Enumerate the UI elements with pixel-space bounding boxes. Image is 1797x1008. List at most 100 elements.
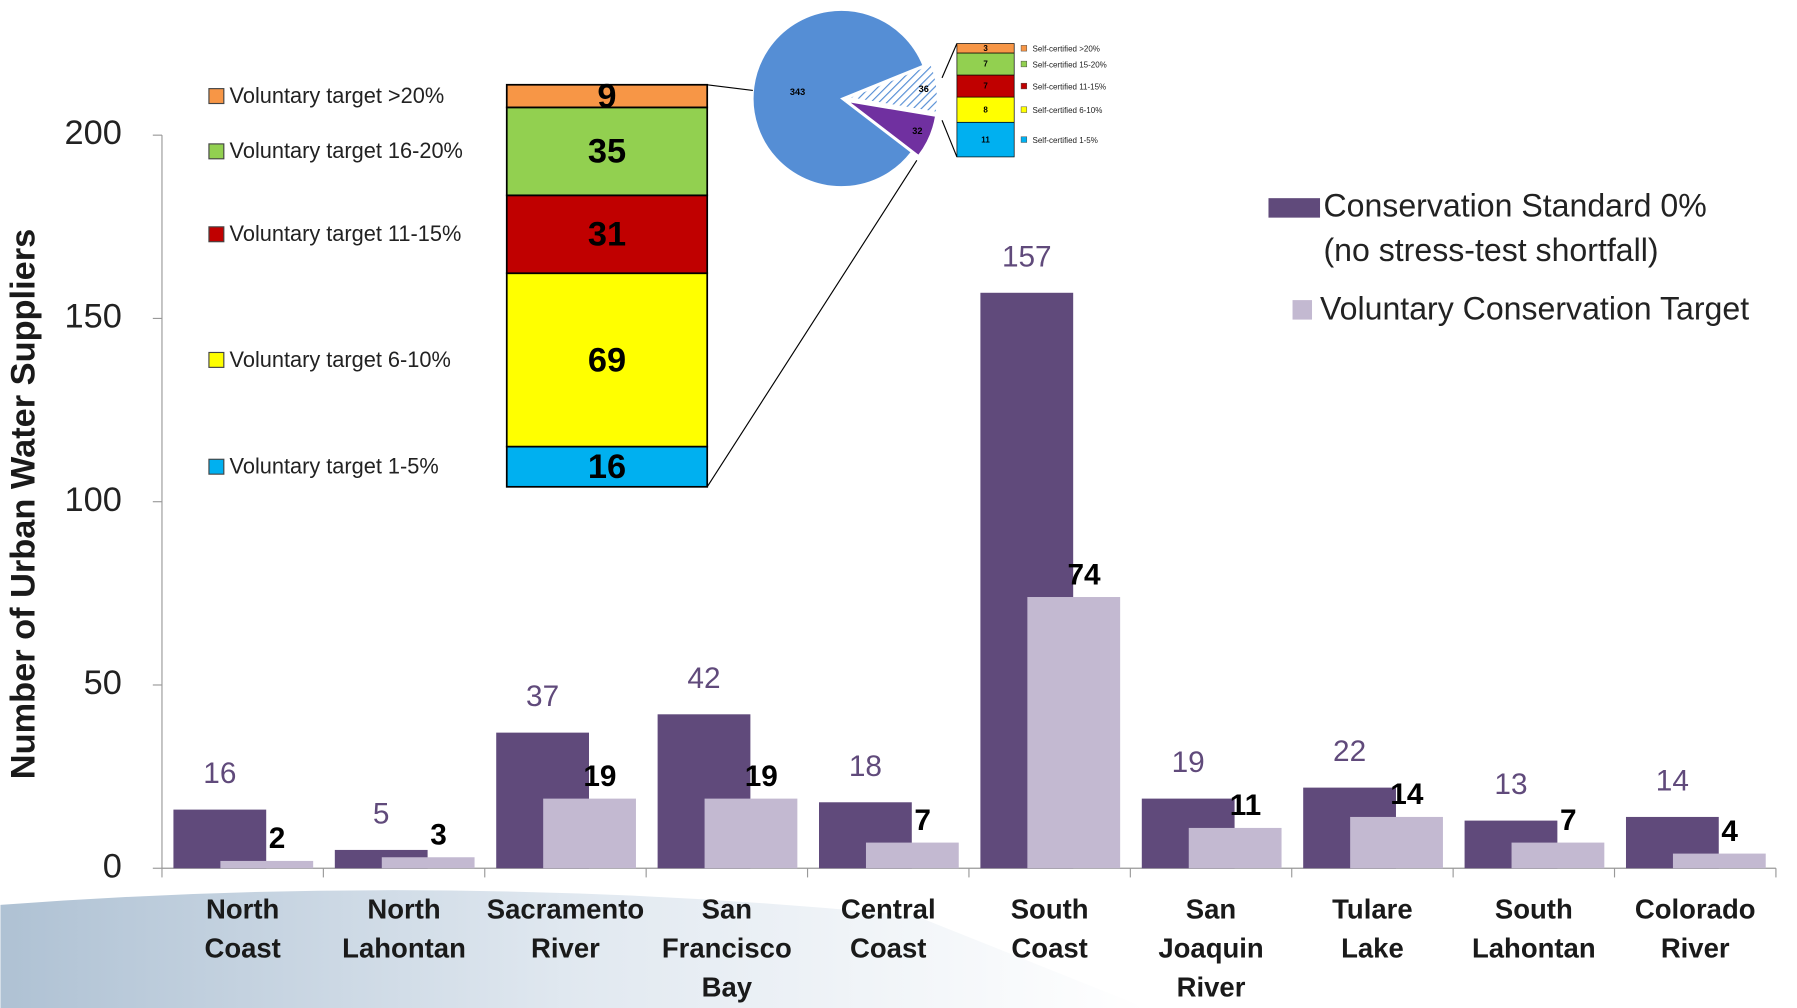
bar-segment: [505, 106, 709, 197]
x-tick-label-box: Colorado River: [1635, 895, 1756, 965]
value-label: 16: [588, 448, 626, 486]
pie-slice: [848, 101, 937, 157]
x-tick-label-box: South Lahontan: [1471, 894, 1596, 965]
x-tick-label: North Lahontan: [342, 894, 466, 965]
y-tick-label: 100: [65, 481, 122, 519]
bar: [381, 857, 475, 869]
x-tick-label-box: Sacramento River: [486, 894, 645, 965]
value-label: 7: [914, 804, 931, 837]
legend-swatch: [208, 226, 225, 243]
value-label: 4: [1721, 815, 1738, 848]
connector: [706, 160, 918, 488]
connector: [941, 120, 958, 158]
pie-slice: [752, 9, 924, 188]
value-label: 11: [1230, 789, 1261, 822]
y-axis-title: Number of Urban Water Suppliers: [5, 229, 43, 779]
bar: [1027, 597, 1121, 869]
value-label: 19: [745, 760, 778, 793]
legend-label: Voluntary target 11-15%: [230, 221, 462, 246]
value-label: 157: [1002, 240, 1052, 273]
value-label: 22: [1333, 735, 1366, 768]
legend-swatch: [208, 143, 225, 160]
legend-swatch: [1020, 60, 1028, 68]
value-label: 9: [597, 77, 616, 115]
value-label: 74: [1068, 558, 1102, 591]
bar-segment: [956, 96, 1015, 123]
legend-swatch: [1020, 82, 1028, 90]
x-tick-label-box: San Joaquin River: [1158, 895, 1263, 1004]
legend-label-box: Conservation Standard 0% (no stress-test…: [1323, 187, 1707, 269]
x-tick-label-box: North Lahontan: [342, 894, 466, 965]
x-tick-label-box: South Coast: [1011, 895, 1089, 965]
legend-label: Voluntary Conservation Target: [1320, 290, 1750, 327]
legend-swatch: [1020, 45, 1028, 52]
value-label: 36: [919, 84, 929, 94]
legend-swatch: [1020, 136, 1028, 143]
legend-label: Voluntary target 1-5%: [230, 454, 439, 479]
value-label: 3: [983, 44, 988, 53]
value-label: 35: [588, 133, 626, 171]
legend-swatch: [208, 458, 225, 475]
legend-swatch: [1020, 106, 1028, 113]
bar: [865, 842, 959, 869]
value-label: 11: [981, 135, 990, 144]
value-label: 7: [1560, 804, 1577, 837]
y-tick-label: 150: [65, 298, 122, 336]
value-label: 16: [203, 757, 236, 790]
bar: [543, 798, 636, 869]
value-label: 19: [1172, 746, 1205, 779]
bar-segment: [505, 83, 709, 109]
legend-swatch: [208, 351, 225, 368]
legend-label: Voluntary target >20%: [230, 83, 445, 108]
x-tick-label: Sacramento River: [486, 894, 645, 965]
bar: [1350, 816, 1443, 869]
bar-segment: [956, 43, 1015, 54]
legend-label: Voluntary target 6-10%: [230, 347, 451, 372]
bar-segment: [505, 272, 709, 448]
legend-label: Self-certified >20%: [1033, 45, 1100, 54]
legend-label: Self-certified 6-10%: [1033, 106, 1103, 115]
value-label: 3: [430, 818, 447, 851]
x-tick-label: San Francisco Bay: [661, 894, 792, 1004]
value-label: 42: [687, 662, 720, 695]
value-label: 14: [1656, 764, 1689, 797]
x-tick-label: Tulare Lake: [1332, 894, 1413, 965]
value-label: 31: [588, 216, 626, 254]
value-label: 37: [526, 680, 559, 713]
x-tick-label: North Coast: [204, 894, 281, 965]
bar-segment: [956, 121, 1015, 158]
value-label: 69: [588, 341, 626, 379]
bar-segment: [505, 194, 709, 275]
value-label: 8: [983, 105, 988, 114]
value-label: 32: [912, 126, 922, 136]
bar: [220, 860, 314, 869]
x-tick-label-box: North Coast: [204, 894, 281, 965]
bar: [1511, 842, 1605, 869]
value-label: 18: [849, 750, 882, 783]
x-tick-label-box: San Francisco Bay: [661, 894, 792, 1004]
bar-segment: [505, 445, 709, 488]
y-tick-label: 50: [84, 664, 122, 702]
pie-slice: [847, 63, 938, 113]
bar: [173, 809, 267, 869]
value-label: 343: [790, 87, 805, 97]
x-tick-label-box: Central Coast: [841, 895, 936, 965]
y-tick-label: 0: [103, 847, 122, 885]
value-label: 5: [373, 797, 390, 830]
bar: [1672, 853, 1766, 869]
legend-label: Conservation Standard 0% (no stress-test…: [1323, 187, 1707, 269]
y-tick-label: 200: [65, 114, 122, 152]
x-tick-label-box: Tulare Lake: [1332, 894, 1413, 965]
x-tick-label: South Lahontan: [1471, 894, 1596, 965]
value-label: 19: [583, 760, 616, 793]
bar: [1188, 827, 1282, 869]
legend-swatch: [208, 88, 225, 105]
legend-label-box: Voluntary Conservation Target: [1320, 290, 1750, 327]
legend-swatch: [1268, 198, 1321, 218]
value-label: 7: [983, 60, 988, 69]
value-label: 7: [983, 82, 988, 91]
legend-label: Self-certified 15-20%: [1033, 60, 1107, 69]
value-label: 13: [1494, 768, 1527, 801]
